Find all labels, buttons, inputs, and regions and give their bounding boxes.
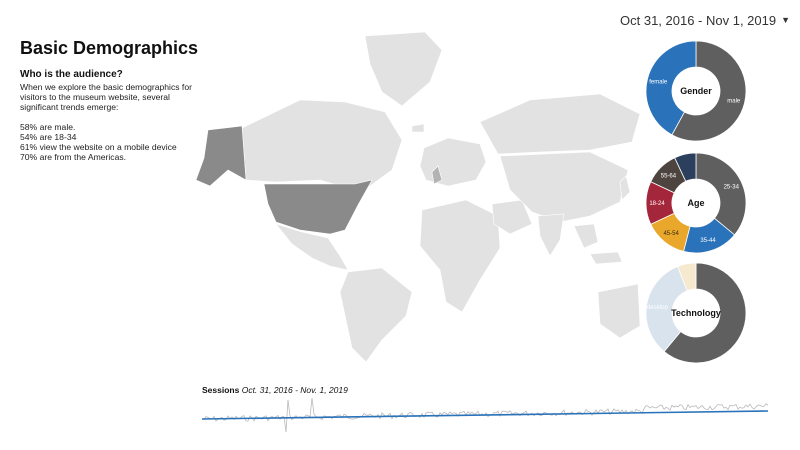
technology-chart-title: Technology bbox=[671, 308, 721, 318]
gender-donut-hole bbox=[672, 67, 720, 115]
age-donut-hole bbox=[672, 179, 720, 227]
region-russia[interactable] bbox=[479, 93, 640, 155]
technology-slice-label-1: desktop bbox=[647, 305, 669, 311]
region-alaska[interactable] bbox=[195, 125, 247, 187]
age-slice-label-1: 35-44 bbox=[700, 238, 716, 244]
fact-item: 61% view the website on a mobile device bbox=[20, 142, 177, 152]
region-south-america[interactable] bbox=[339, 267, 413, 363]
gender-donut-chart[interactable]: male female Gender bbox=[641, 36, 751, 146]
region-uk[interactable] bbox=[431, 165, 443, 185]
sessions-trend-line bbox=[202, 410, 768, 420]
region-usa[interactable] bbox=[263, 179, 373, 235]
age-chart-title: Age bbox=[687, 198, 704, 208]
region-canada[interactable] bbox=[241, 99, 403, 189]
gender-slice-label-0: male bbox=[727, 99, 741, 105]
region-greenland[interactable] bbox=[364, 31, 443, 107]
fact-item: 54% are 18-34 bbox=[20, 132, 77, 142]
gender-slice-label-1: female bbox=[649, 79, 668, 85]
technology-donut-hole bbox=[672, 289, 720, 337]
region-southeast-asia[interactable] bbox=[573, 223, 623, 265]
region-mexico[interactable] bbox=[275, 223, 349, 271]
date-range-label: Oct 31, 2016 - Nov 1, 2019 bbox=[620, 12, 777, 28]
age-slice-label-2: 45-54 bbox=[663, 231, 679, 237]
sessions-range: Oct. 31, 2016 - Nov. 1, 2019 bbox=[241, 385, 348, 395]
region-australia[interactable] bbox=[597, 283, 640, 339]
region-india[interactable] bbox=[537, 213, 565, 257]
fact-item: 58% are male. bbox=[20, 122, 76, 132]
intro-panel: Who is the audience? When we explore the… bbox=[20, 69, 205, 163]
region-middle-east[interactable] bbox=[491, 199, 533, 235]
region-japan[interactable] bbox=[619, 175, 631, 201]
page-title: Basic Demographics bbox=[20, 38, 199, 58]
intro-paragraph: When we explore the basic demographics f… bbox=[20, 82, 192, 112]
chevron-down-icon: ▼ bbox=[781, 15, 790, 25]
age-slice-label-3: 18-24 bbox=[649, 201, 665, 207]
sessions-title: Sessions Oct. 31, 2016 - Nov. 1, 2019 bbox=[202, 385, 348, 395]
region-iceland[interactable] bbox=[411, 123, 425, 133]
age-slice-label-0: 25-34 bbox=[724, 184, 740, 190]
gender-chart-title: Gender bbox=[680, 86, 712, 96]
age-donut-chart[interactable]: 25-34 35-44 45-54 18-24 55-64 Age bbox=[641, 148, 751, 258]
date-range-selector[interactable]: Oct 31, 2016 - Nov 1, 2019 ▼ bbox=[620, 8, 792, 32]
sessions-sparkline[interactable] bbox=[202, 392, 768, 434]
region-europe[interactable] bbox=[419, 137, 487, 187]
intro-heading: Who is the audience? bbox=[20, 69, 123, 80]
fact-item: 70% are from the Americas. bbox=[20, 152, 127, 162]
world-map[interactable] bbox=[180, 30, 640, 375]
region-africa[interactable] bbox=[419, 199, 501, 313]
sessions-label: Sessions bbox=[202, 385, 240, 395]
region-asia[interactable] bbox=[499, 151, 629, 223]
age-slice-label-4: 55-64 bbox=[661, 173, 677, 179]
